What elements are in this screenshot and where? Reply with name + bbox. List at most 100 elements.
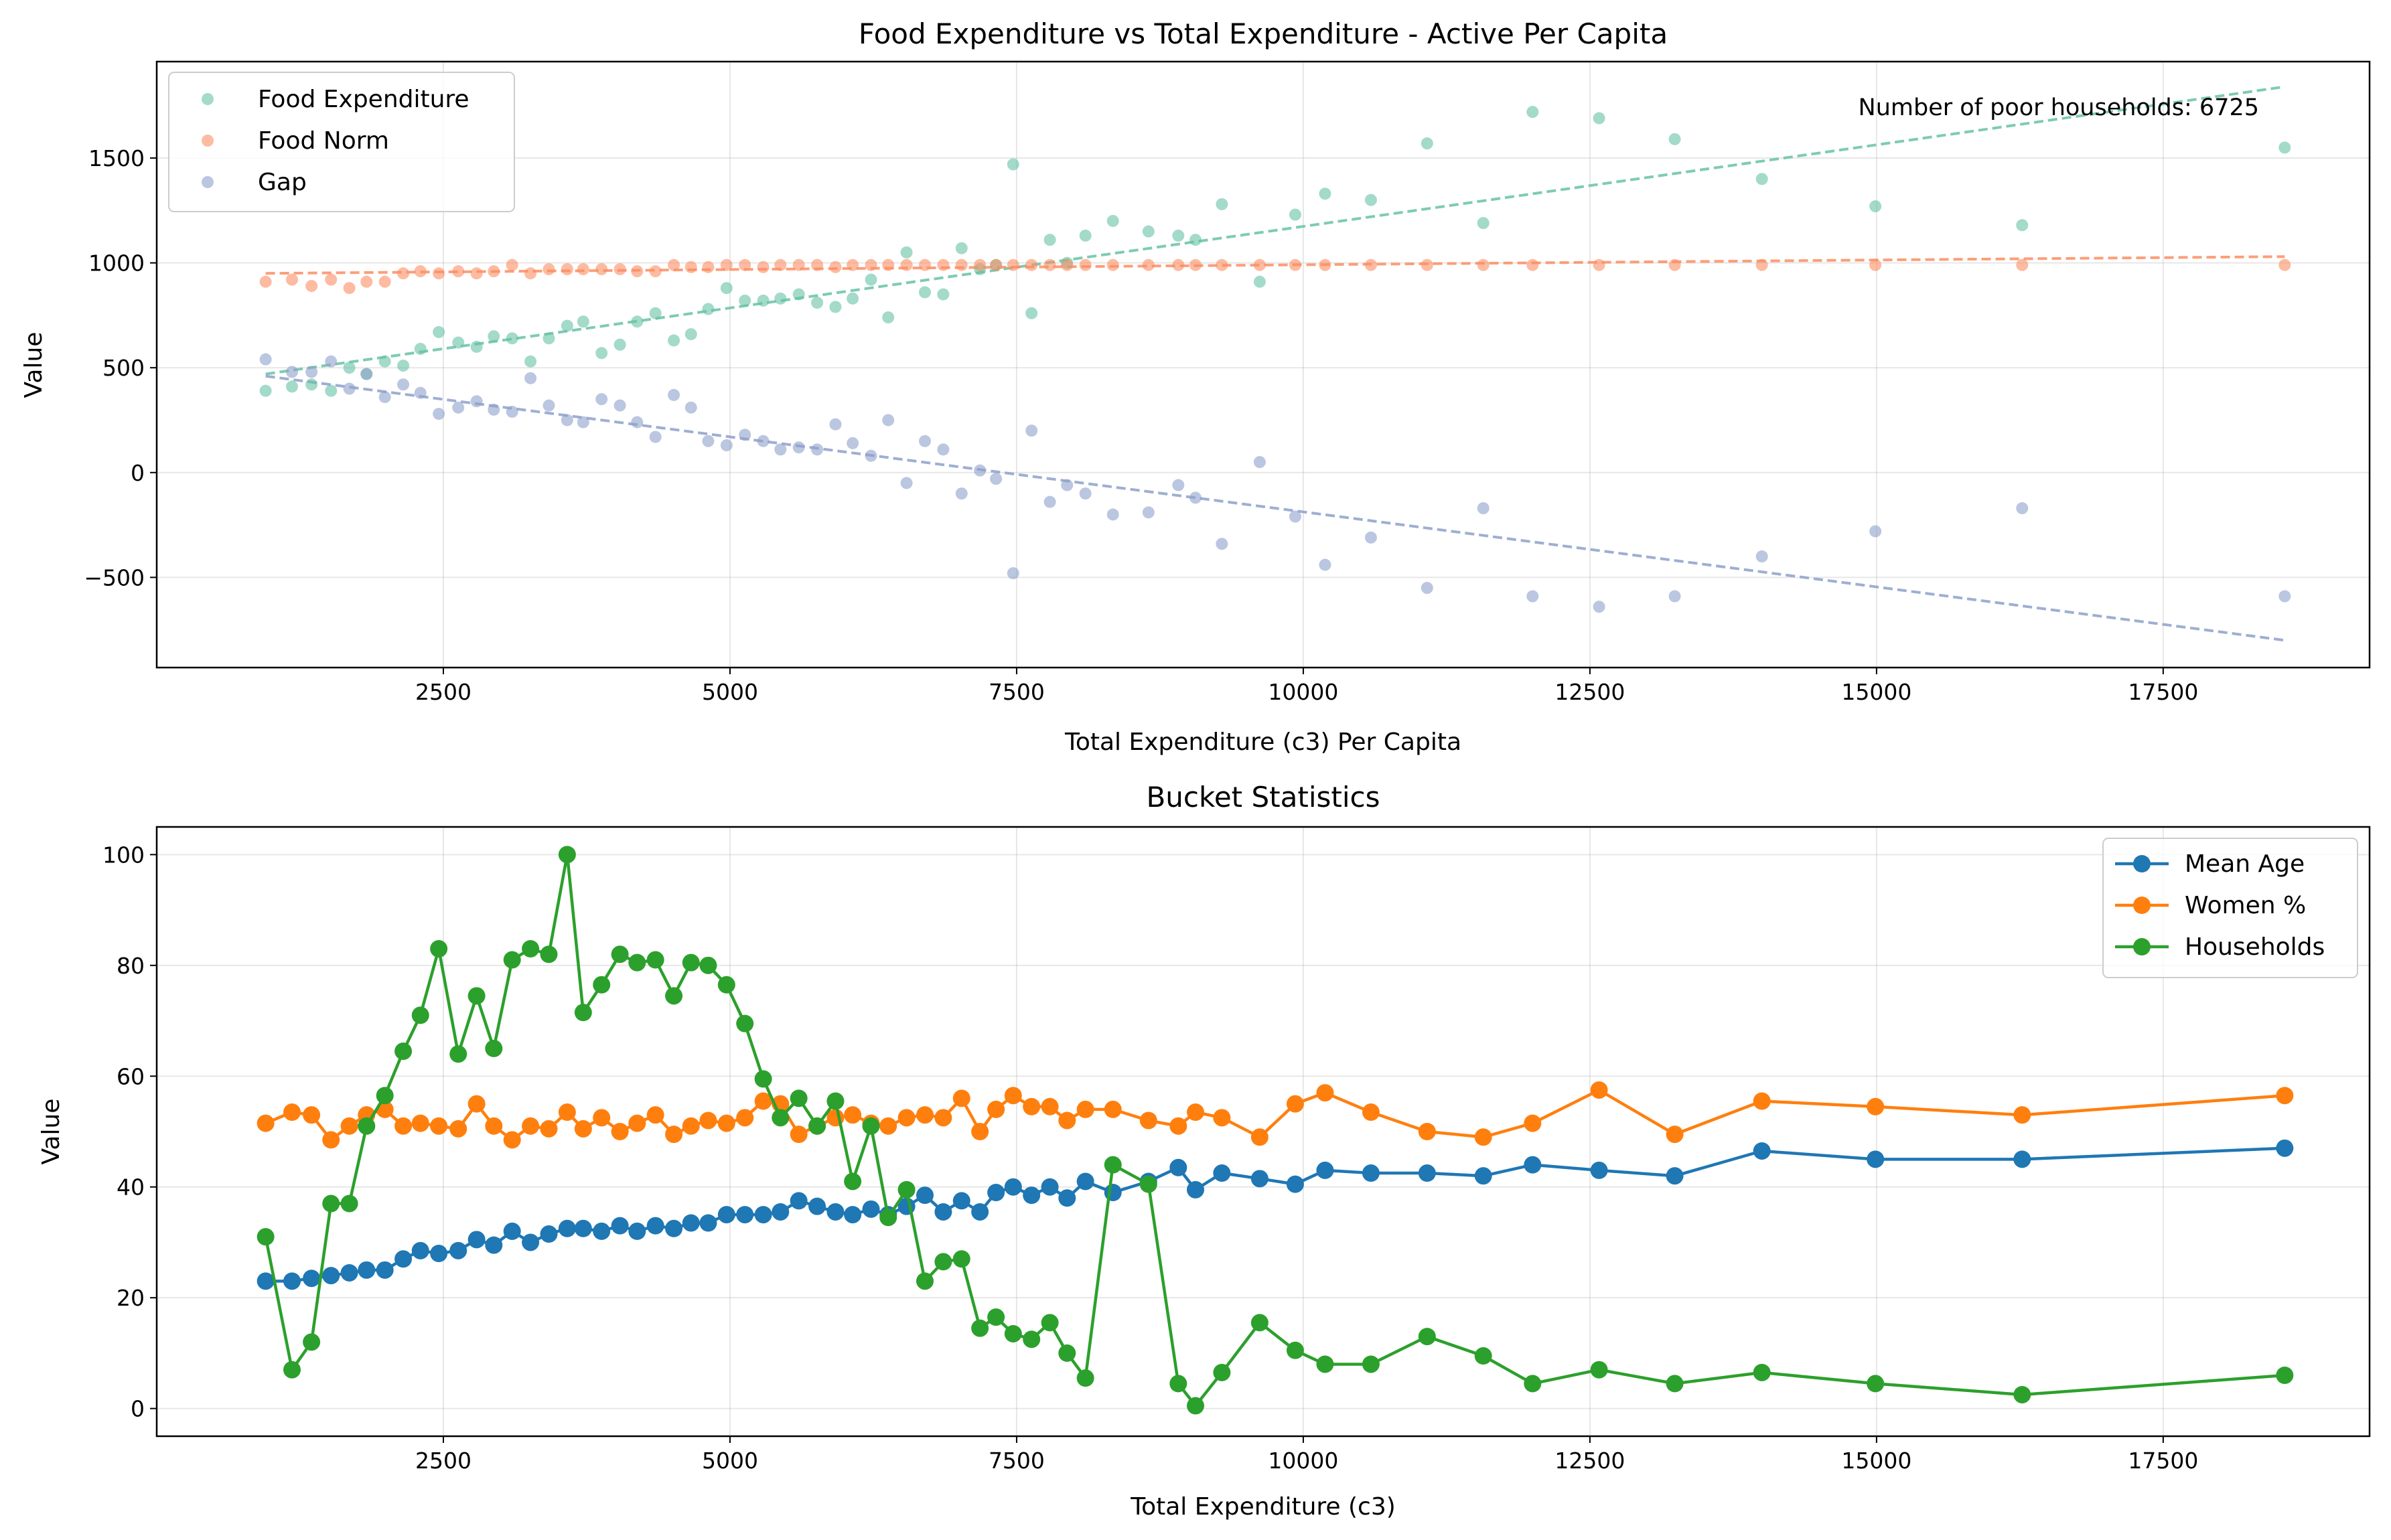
x-tick-label: 5000	[702, 679, 758, 705]
x-axis-ticks: 2500 5000 7500 10000 12500 15000 17500	[415, 1436, 2198, 1474]
x-tick-label: 17500	[2128, 679, 2198, 705]
y-tick-label: 1000	[88, 250, 145, 277]
women--marker	[394, 1117, 413, 1135]
women--marker	[1186, 1103, 1204, 1122]
women--marker	[1023, 1097, 1041, 1115]
women--marker	[2013, 1106, 2031, 1124]
mean-age-marker	[558, 1219, 576, 1237]
households-marker	[257, 1228, 275, 1246]
women--legend-label: Women %	[2185, 892, 2306, 919]
women--legend-marker	[2133, 897, 2151, 914]
mean-age-marker	[1590, 1161, 1608, 1179]
gap-point	[668, 388, 680, 401]
food-expenditure-point	[259, 384, 272, 397]
food-norm-point	[488, 265, 500, 278]
food-expenditure-point	[1172, 229, 1185, 242]
food-norm-point	[1142, 258, 1155, 271]
legend: Food Expenditure Food Norm Gap	[168, 72, 515, 212]
food-norm-point	[1253, 258, 1266, 271]
food-norm-point	[847, 258, 859, 271]
women--marker	[574, 1120, 592, 1138]
women--marker	[340, 1117, 358, 1135]
mean-age-marker	[754, 1206, 772, 1224]
households-marker	[862, 1117, 880, 1135]
women--marker	[1362, 1103, 1380, 1122]
food-norm-point	[684, 260, 697, 273]
mean-age-marker	[540, 1225, 558, 1243]
mean-age-marker	[808, 1197, 826, 1215]
households-marker	[1104, 1156, 1122, 1174]
women--marker	[952, 1089, 970, 1107]
food-norm-point	[397, 267, 410, 280]
food-norm-point	[1172, 258, 1185, 271]
women--marker	[540, 1120, 558, 1138]
food-expenditure-point	[955, 242, 968, 254]
food-norm-point	[1189, 258, 1202, 271]
food-expenditure-trend-line	[265, 85, 2285, 376]
mean-age-marker	[376, 1261, 394, 1279]
grid	[157, 62, 2370, 668]
households-marker	[540, 945, 558, 964]
food-norm-point	[792, 258, 805, 271]
gap-point	[1061, 479, 1074, 491]
food-norm-point	[613, 263, 626, 276]
gap-point	[774, 443, 787, 456]
households-legend-label: Households	[2185, 933, 2325, 961]
women--marker	[897, 1109, 916, 1127]
gap-point	[1189, 491, 1202, 504]
line-chart: Bucket Statistics 2500 5000 7500 10000 12500…	[38, 781, 2371, 1521]
mean-age-marker	[1169, 1158, 1187, 1176]
women--marker	[916, 1106, 934, 1124]
food-expenditure-point	[918, 286, 931, 299]
food-expenditure-point	[1043, 234, 1056, 246]
food-expenditure-point	[757, 294, 770, 307]
food-norm-point	[305, 280, 318, 293]
gap-point	[2016, 502, 2029, 515]
gap-point	[1216, 538, 1228, 550]
households-marker	[1250, 1314, 1269, 1332]
households-marker	[682, 953, 700, 972]
food-expenditure-point	[900, 246, 913, 258]
women--marker	[682, 1117, 700, 1135]
mean-age-marker	[1753, 1142, 1771, 1160]
mean-age-marker	[2013, 1150, 2031, 1168]
x-tick-label: 2500	[415, 679, 472, 705]
households-marker	[1023, 1330, 1041, 1349]
food-norm-point	[937, 258, 950, 271]
women--marker	[593, 1109, 611, 1127]
women--marker	[1418, 1123, 1436, 1140]
households-marker	[808, 1117, 826, 1135]
women--marker	[1666, 1126, 1684, 1144]
women--marker	[1213, 1109, 1231, 1127]
women--marker	[467, 1095, 486, 1113]
mean-age-marker	[1316, 1161, 1334, 1179]
gap-point	[847, 437, 859, 449]
y-tick-label: 20	[117, 1285, 145, 1311]
y-axis-ticks: 0 20 40 60 80 100	[102, 842, 157, 1422]
women--marker	[628, 1114, 646, 1132]
households-marker	[628, 953, 646, 972]
food-norm-point	[1079, 258, 1092, 271]
mean-age-marker	[934, 1203, 952, 1221]
food-expenditure-point	[668, 334, 680, 347]
plot-frame	[155, 826, 2371, 1438]
food-expenditure-point	[1289, 208, 1301, 221]
women--marker	[754, 1092, 772, 1110]
food-norm-point	[955, 258, 968, 271]
gap-point	[882, 414, 895, 427]
chart-title: Bucket Statistics	[1146, 781, 1380, 814]
mean-age-marker	[257, 1272, 275, 1290]
food-expenditure-point	[720, 282, 733, 295]
households-marker	[358, 1117, 376, 1135]
women--marker	[1058, 1111, 1076, 1130]
food-expenditure-point	[452, 336, 465, 349]
households-marker	[1041, 1314, 1059, 1332]
households-marker	[411, 1006, 429, 1024]
food-expenditure-point	[811, 297, 824, 309]
food-norm-point	[774, 258, 787, 271]
households-marker	[1076, 1369, 1094, 1387]
y-axis-ticks: −500 0 500 1000 1500	[84, 145, 157, 591]
y-axis-label: Value	[20, 332, 48, 398]
mean-age-marker	[987, 1184, 1005, 1201]
